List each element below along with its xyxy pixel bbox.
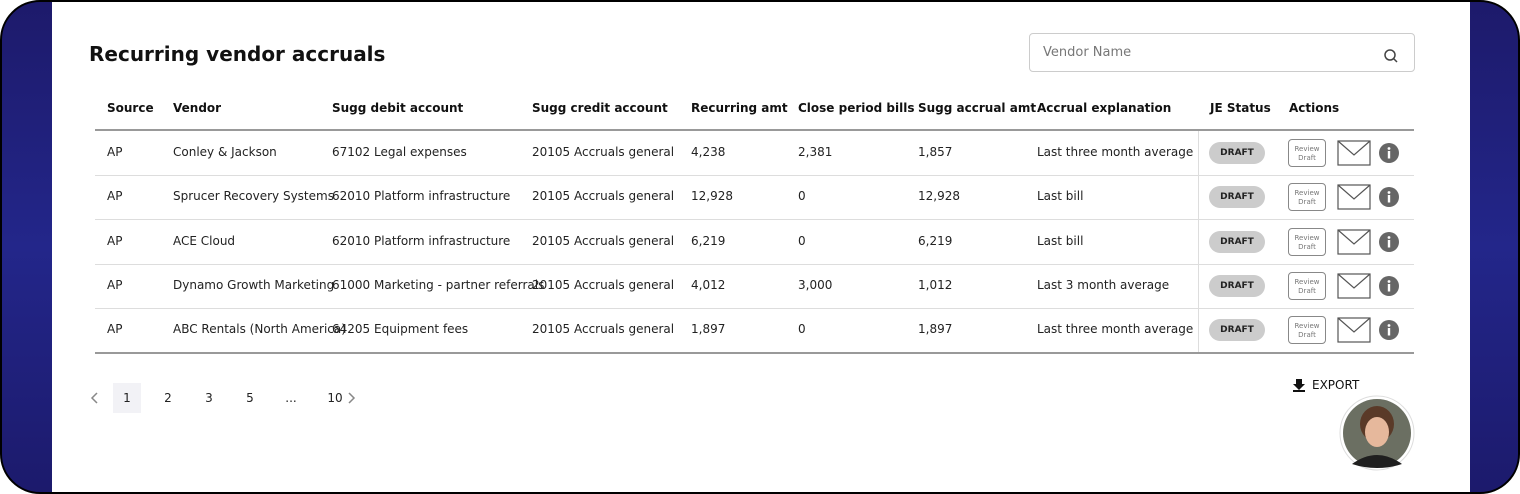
table-cell: 1,897 (691, 322, 726, 337)
row-divider (95, 264, 1414, 265)
table-cell: AP (107, 277, 123, 292)
info-icon[interactable] (1378, 319, 1400, 341)
info-icon[interactable] (1378, 142, 1400, 164)
info-icon[interactable] (1378, 231, 1400, 253)
header-divider (95, 129, 1414, 131)
column-header: Accrual explanation (1037, 101, 1172, 115)
table-cell: Conley & Jackson (173, 145, 277, 159)
column-header: Sugg accrual amt (918, 101, 1037, 115)
email-icon[interactable] (1337, 140, 1371, 166)
user-avatar[interactable] (1338, 394, 1416, 472)
review-draft-button[interactable]: Review Draft (1288, 227, 1326, 256)
table-cell: 12,928 (918, 189, 960, 204)
page-link[interactable]: 1 (113, 383, 141, 413)
page-link[interactable]: 10 (327, 391, 343, 405)
table-bottom (95, 352, 1414, 354)
table-cell: 20105 Accruals general (532, 145, 675, 159)
table-cell: 3,000 (798, 277, 833, 292)
table-cell: 0 (798, 233, 806, 248)
table-cell: 0 (798, 189, 806, 204)
table-cell: Last bill (1037, 233, 1084, 248)
email-icon[interactable] (1337, 184, 1371, 210)
status-badge: DRAFT (1209, 186, 1265, 209)
column-divider (1198, 131, 1199, 352)
table-cell: 1,857 (918, 145, 953, 159)
column-header: Vendor (173, 101, 222, 115)
export-button[interactable]: EXPORT (1312, 378, 1360, 392)
page-link[interactable]: 3 (205, 391, 213, 405)
table-cell: ABC Rentals (North America) (173, 322, 346, 337)
column-header: Sugg credit account (532, 101, 668, 115)
page-link[interactable]: ... (285, 391, 297, 405)
status-badge: DRAFT (1209, 230, 1265, 253)
table-cell: 62010 Platform infrastructure (332, 233, 511, 248)
table-cell: AP (107, 145, 123, 159)
info-icon[interactable] (1378, 186, 1400, 208)
row-divider (95, 308, 1414, 309)
table-cell: 20105 Accruals general (532, 322, 675, 337)
page-link[interactable]: 5 (246, 391, 254, 405)
prev-page[interactable] (89, 391, 101, 405)
table-cell: 0 (798, 322, 806, 337)
row-divider (95, 219, 1414, 220)
table-cell: 64205 Equipment fees (332, 322, 469, 337)
table-cell: Dynamo Growth Marketing (173, 277, 335, 292)
table-cell: 1,012 (918, 277, 953, 292)
table-cell: Last 3 month average (1037, 277, 1170, 292)
table-cell: 12,928 (691, 189, 733, 204)
table-cell: 20105 Accruals general (532, 277, 675, 292)
status-badge: DRAFT (1209, 142, 1265, 164)
next-page[interactable] (346, 391, 358, 405)
table-cell: 6,219 (918, 233, 953, 248)
table-cell: 2,381 (798, 145, 833, 159)
table-cell: 4,238 (691, 145, 726, 159)
table-cell: Sprucer Recovery Systems (173, 189, 334, 204)
review-draft-button[interactable]: Review Draft (1288, 183, 1326, 212)
table-cell: 67102 Legal expenses (332, 145, 467, 159)
info-icon[interactable] (1378, 275, 1400, 297)
column-header: Sugg debit account (332, 101, 464, 115)
email-icon[interactable] (1337, 273, 1371, 299)
column-header: JE Status (1210, 101, 1271, 115)
table-cell: AP (107, 322, 123, 337)
email-icon[interactable] (1337, 317, 1371, 343)
table-cell: 20105 Accruals general (532, 233, 675, 248)
column-header: Source (107, 101, 154, 115)
table-cell: 20105 Accruals general (532, 189, 675, 204)
review-draft-button[interactable]: Review Draft (1288, 316, 1326, 345)
table-cell: 61000 Marketing - partner referrals (332, 277, 545, 292)
table-cell: Last three month average (1037, 322, 1194, 337)
table-cell: Last three month average (1037, 145, 1194, 159)
page-title: Recurring vendor accruals (89, 42, 386, 66)
table-cell: AP (107, 233, 123, 248)
column-header: Recurring amt (691, 101, 788, 115)
table-cell: 62010 Platform infrastructure (332, 189, 511, 204)
status-badge: DRAFT (1209, 319, 1265, 342)
table-cell: ACE Cloud (173, 233, 236, 248)
table-cell: Last bill (1037, 189, 1084, 204)
search-placeholder[interactable]: Vendor Name (1043, 45, 1132, 60)
review-draft-button[interactable]: Review Draft (1288, 139, 1326, 167)
column-header: Close period bills (798, 101, 915, 115)
review-draft-button[interactable]: Review Draft (1288, 271, 1326, 300)
row-divider (95, 175, 1414, 176)
table-cell: 6,219 (691, 233, 726, 248)
column-header: Actions (1289, 101, 1340, 115)
table-cell: 4,012 (691, 277, 726, 292)
table-cell: 1,897 (918, 322, 953, 337)
search-box[interactable] (1029, 33, 1415, 72)
export-icon[interactable] (1292, 378, 1306, 392)
page-link[interactable]: 2 (164, 391, 172, 405)
search-icon[interactable] (1383, 48, 1399, 64)
email-icon[interactable] (1337, 228, 1371, 255)
table-cell: AP (107, 189, 123, 204)
status-badge: DRAFT (1209, 274, 1265, 297)
